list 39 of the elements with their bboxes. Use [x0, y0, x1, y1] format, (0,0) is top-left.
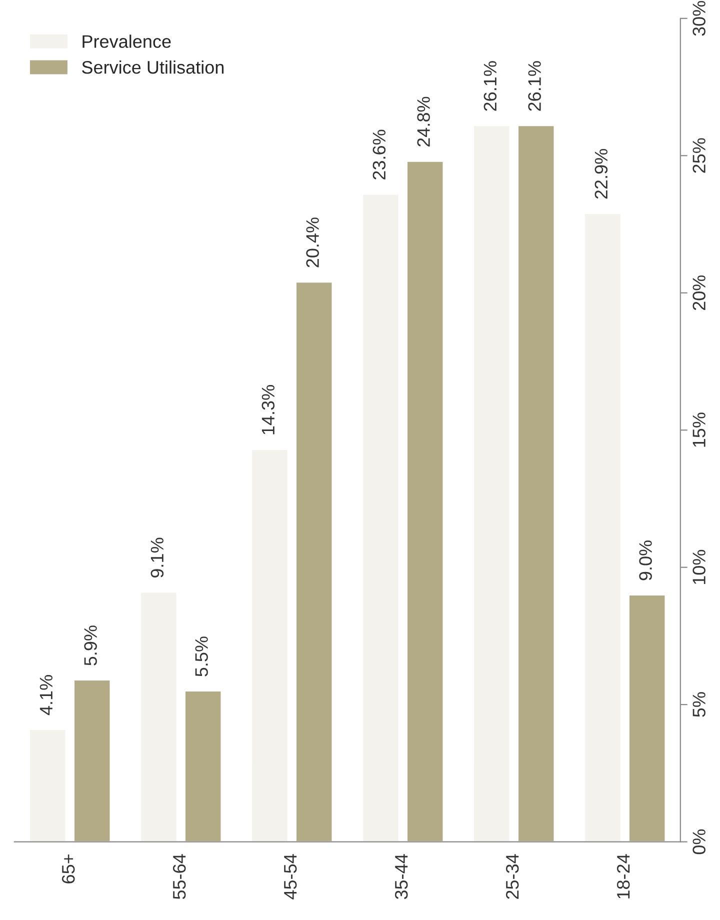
- data-label: 5.5%: [195, 636, 208, 676]
- legend-label: Service Utilisation: [82, 60, 224, 74]
- data-label: 20.4%: [306, 218, 319, 268]
- y-tick-label: 5%: [692, 692, 706, 717]
- data-label: 26.1%: [528, 61, 541, 111]
- bar: [362, 193, 400, 842]
- y-tick-label: 0%: [692, 829, 706, 854]
- bar: [73, 679, 112, 842]
- x-tick-label: 65+: [62, 854, 75, 884]
- y-tick-label: 30%: [692, 0, 706, 36]
- data-label: 9.0%: [639, 540, 652, 580]
- y-tick-label: 15%: [692, 412, 706, 447]
- y-tick-label: 10%: [692, 550, 706, 584]
- bar: [250, 448, 289, 842]
- bar: [184, 690, 222, 842]
- x-tick-label: 25-34: [506, 854, 519, 899]
- data-label: 23.6%: [372, 130, 386, 180]
- data-label: 9.1%: [150, 538, 164, 578]
- x-tick-label: 35-44: [394, 854, 408, 900]
- legend-label: Prevalence: [82, 34, 171, 48]
- bar: [517, 124, 556, 842]
- y-tick-label: 20%: [692, 275, 706, 310]
- bar: [28, 728, 67, 842]
- bar: [406, 160, 444, 842]
- bar: [584, 212, 622, 842]
- data-label: 24.8%: [417, 96, 430, 146]
- x-tick-label: 18-24: [616, 854, 630, 898]
- data-label: 4.1%: [40, 675, 52, 716]
- data-label: 14.3%: [262, 385, 275, 434]
- y-tick-label: 25%: [692, 138, 706, 173]
- data-label: 26.1%: [484, 61, 497, 111]
- x-tick-label: 55-64: [172, 854, 186, 900]
- data-label: 5.9%: [84, 626, 97, 666]
- bar: [472, 124, 511, 842]
- bar: [295, 281, 334, 842]
- x-tick-label: 45-54: [284, 854, 297, 900]
- bar: [628, 594, 666, 842]
- data-label: 22.9%: [594, 148, 608, 199]
- bar: [140, 591, 178, 842]
